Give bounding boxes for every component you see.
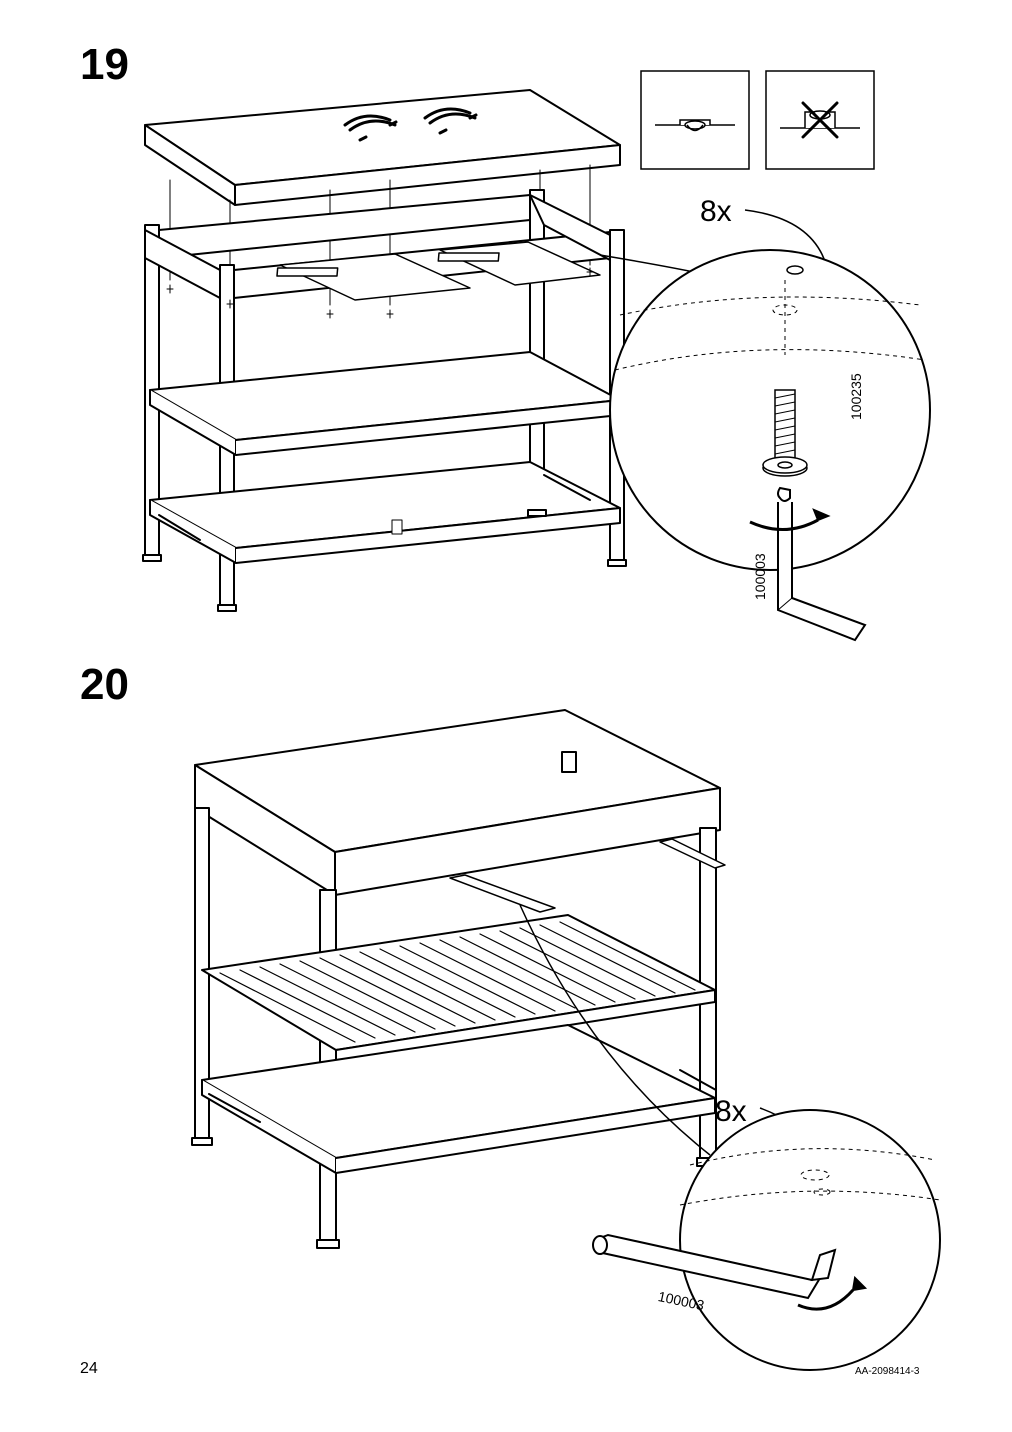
document-id: AA-2098414-3	[855, 1366, 920, 1377]
part-100003-label-a: 100003	[752, 553, 768, 600]
part-100235-label: 100235	[848, 373, 864, 420]
step19-illustration	[90, 70, 650, 630]
instruction-page: 19	[80, 40, 930, 1380]
step19-wrong-box	[765, 70, 875, 170]
page-number: 24	[80, 1360, 98, 1378]
step20-detail-circle	[560, 1080, 940, 1340]
step19-detail-circle	[640, 190, 920, 630]
step19-correct-box	[640, 70, 750, 170]
